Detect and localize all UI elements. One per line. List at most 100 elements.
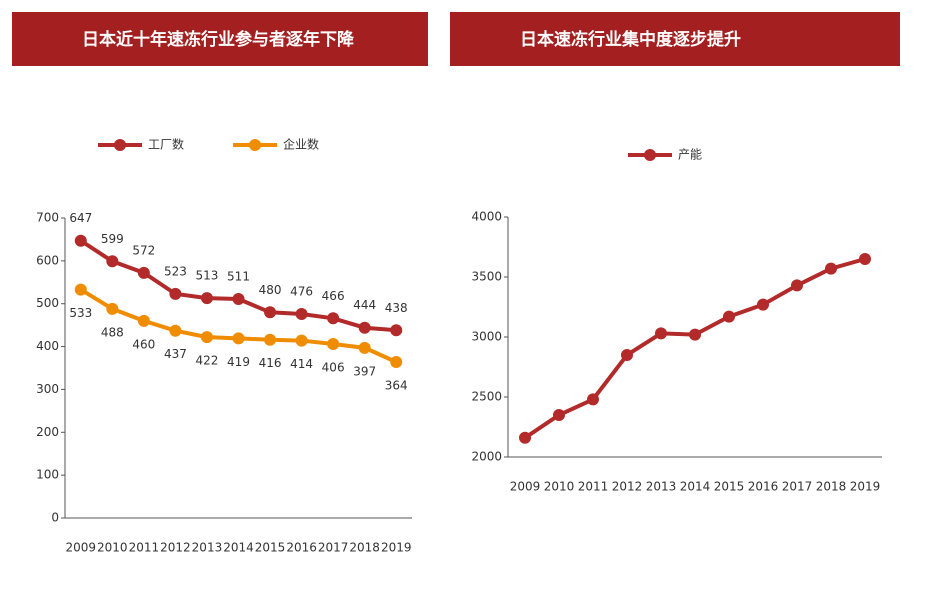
data-point (859, 253, 871, 265)
data-label: 476 (290, 285, 313, 299)
x-tick-label: 2017 (782, 480, 813, 494)
data-point (232, 332, 245, 345)
data-label: 599 (101, 232, 124, 246)
title-bar (12, 12, 428, 66)
title-bar (450, 12, 900, 66)
data-point (137, 266, 150, 279)
legend-marker (644, 149, 656, 161)
x-tick-label: 2011 (578, 480, 609, 494)
data-point (137, 314, 150, 327)
data-point (232, 293, 245, 305)
data-label: 364 (385, 379, 408, 393)
data-label: 647 (69, 211, 92, 225)
data-point (169, 287, 182, 300)
x-tick-label: 2011 (129, 541, 160, 555)
data-point (295, 334, 308, 347)
data-label: 416 (259, 356, 282, 370)
y-tick-label: 3000 (471, 330, 502, 344)
y-tick-label: 4000 (471, 210, 502, 224)
y-tick-label: 300 (36, 382, 59, 396)
data-label: 444 (353, 298, 376, 312)
data-point (295, 308, 308, 320)
data-point (358, 321, 371, 334)
x-tick-label: 2015 (255, 541, 286, 555)
data-point (169, 324, 182, 337)
data-point (358, 341, 371, 354)
data-label: 523 (164, 264, 187, 278)
x-tick-label: 2010 (97, 541, 128, 555)
x-tick-label: 2019 (381, 541, 412, 555)
data-point (655, 327, 667, 340)
data-point (757, 298, 769, 311)
data-label: 488 (101, 325, 124, 339)
legend-label: 企业数 (283, 137, 319, 152)
data-label: 438 (385, 301, 408, 315)
data-point (264, 306, 277, 319)
data-label: 572 (132, 243, 155, 257)
data-label: 419 (227, 355, 250, 369)
y-tick-label: 500 (36, 296, 59, 310)
x-tick-label: 2015 (714, 480, 745, 494)
data-label: 414 (290, 357, 313, 371)
data-label: 513 (196, 269, 219, 283)
x-tick-label: 2009 (510, 480, 541, 494)
x-tick-label: 2010 (544, 480, 575, 494)
x-tick-label: 2014 (223, 541, 254, 555)
data-point (621, 349, 633, 361)
x-tick-label: 2018 (349, 541, 380, 555)
data-point (200, 292, 213, 305)
chart-title: 日本近十年速冻行业参与者逐年下降 (82, 29, 355, 50)
legend-label: 产能 (678, 148, 702, 162)
data-point (200, 331, 213, 344)
x-tick-label: 2019 (850, 480, 881, 494)
data-point (74, 283, 87, 296)
data-point (106, 302, 119, 315)
data-point (689, 328, 701, 341)
x-tick-label: 2016 (748, 480, 779, 494)
data-point (327, 338, 340, 350)
data-point (390, 356, 403, 368)
data-label: 422 (196, 354, 219, 368)
chart-title: 日本速冻行业集中度逐步提升 (520, 29, 741, 50)
x-tick-label: 2012 (612, 480, 643, 494)
data-point (106, 255, 119, 268)
y-tick-label: 400 (36, 339, 59, 353)
data-label: 437 (164, 347, 187, 361)
data-point (587, 393, 599, 406)
data-point (723, 310, 735, 323)
data-label: 460 (132, 337, 155, 351)
y-tick-label: 700 (36, 211, 59, 225)
y-tick-label: 2000 (471, 450, 502, 464)
legend-label: 工厂数 (148, 137, 184, 152)
data-point (74, 234, 87, 247)
data-point (791, 279, 803, 292)
y-tick-label: 2500 (471, 390, 502, 404)
data-point (825, 262, 837, 275)
data-label: 466 (322, 289, 345, 303)
legend-marker (114, 139, 126, 151)
y-tick-label: 600 (36, 253, 59, 267)
x-tick-label: 2013 (646, 480, 677, 494)
y-tick-label: 100 (36, 468, 59, 482)
data-label: 406 (322, 361, 345, 375)
data-label: 480 (259, 283, 282, 297)
x-tick-label: 2012 (160, 541, 191, 555)
y-tick-label: 3500 (471, 270, 502, 284)
x-tick-label: 2018 (816, 480, 847, 494)
x-tick-label: 2014 (680, 480, 711, 494)
x-tick-label: 2016 (286, 541, 317, 555)
data-point (264, 333, 277, 346)
data-point (327, 312, 340, 325)
data-label: 397 (353, 364, 376, 378)
x-tick-label: 2017 (318, 541, 349, 555)
data-point (519, 431, 531, 444)
data-label: 511 (227, 270, 250, 284)
series-line (523, 257, 866, 440)
legend-marker (249, 139, 261, 151)
x-tick-label: 2009 (65, 541, 96, 555)
data-label: 533 (69, 306, 92, 320)
data-point (390, 324, 403, 337)
y-tick-label: 0 (51, 511, 59, 525)
data-point (553, 409, 565, 421)
